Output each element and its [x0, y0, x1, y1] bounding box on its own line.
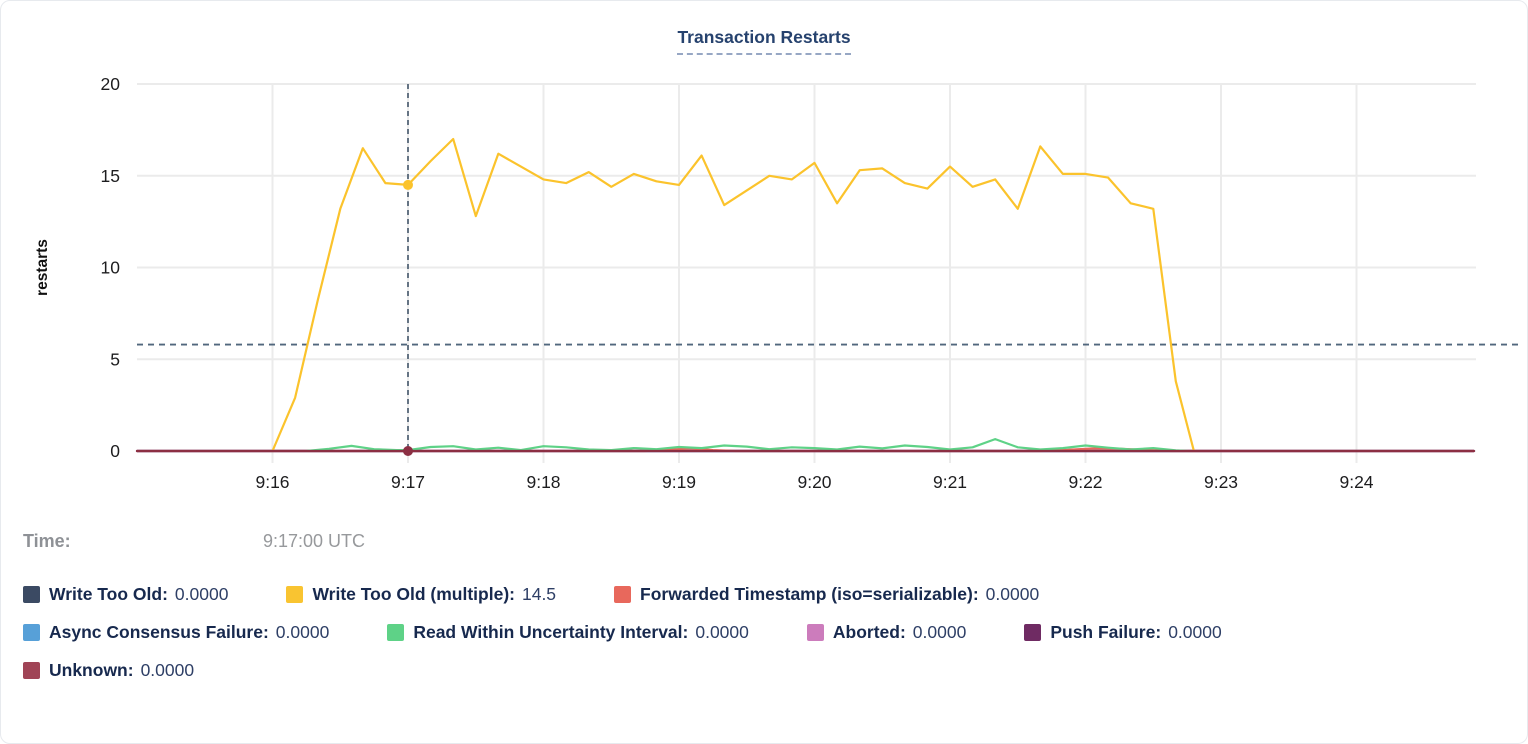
legend-value: 0.0000: [985, 584, 1040, 604]
series-line: [271, 137, 1196, 453]
y-axis-tick-label: 5: [110, 349, 120, 369]
x-axis-tick-label: 9:19: [662, 472, 696, 492]
legend-swatch: [387, 624, 405, 641]
time-row: Time: 9:17:00 UTC: [23, 531, 1511, 552]
legend-item: Async Consensus Failure: 0.0000: [23, 622, 329, 643]
x-axis-tick-label: 9:24: [1339, 472, 1373, 492]
legend-row: Unknown: 0.0000: [23, 660, 1511, 681]
legend-value: 0.0000: [1168, 622, 1222, 642]
legend-item: Write Too Old (multiple): 14.5: [286, 584, 556, 605]
legend-swatch: [806, 624, 824, 641]
y-axis-tick-label: 10: [101, 258, 121, 278]
x-axis-tick-label: 9:17: [391, 472, 425, 492]
legend-row: Async Consensus Failure: 0.0000 Read Withi…: [23, 622, 1511, 643]
x-axis-tick-label: 9:16: [255, 472, 289, 492]
legend-row: Write Too Old: 0.0000 Write Too Old (multi…: [23, 584, 1511, 605]
series-line: [305, 438, 1189, 453]
x-axis-tick-label: 9:20: [797, 472, 831, 492]
chart-legend: Write Too Old: 0.0000 Write Too Old (multi…: [23, 584, 1511, 681]
legend-item: Push Failure: 0.0000: [1024, 622, 1222, 643]
legend-label: Read Within Uncertainty Interval:: [413, 622, 689, 642]
time-label: Time:: [23, 531, 71, 551]
legend-value: 0.0000: [275, 622, 330, 642]
y-axis-tick-label: 15: [101, 166, 120, 186]
legend-label: Push Failure:: [1050, 622, 1162, 642]
x-axis-tick-label: 9:18: [526, 472, 560, 492]
legend-swatch: [614, 586, 632, 603]
legend-value: 14.5: [521, 584, 557, 604]
legend-swatch: [23, 586, 40, 603]
legend-swatch: [23, 624, 40, 641]
time-value: 9:17:00 UTC: [263, 531, 366, 551]
legend-value: 0.0000: [174, 584, 229, 604]
legend-label: Write Too Old (multiple):: [312, 584, 515, 604]
legend-item: Forwarded Timestamp (iso=serializable): 0…: [614, 584, 1039, 605]
legend-label: Write Too Old:: [49, 584, 168, 604]
y-axis-label: restarts: [34, 239, 51, 296]
legend-item: Unknown: 0.0000: [23, 660, 194, 681]
legend-item: Read Within Uncertainty Interval: 0.0000: [387, 622, 749, 643]
legend-value: 0.0000: [912, 622, 967, 642]
chart-title-wrap: Transaction Restarts: [1, 27, 1527, 55]
restarts-chart[interactable]: 0 5 10 15 20 9:16 9:17 9:18 9:19 9:20 9:21 9:22 9:23…: [1, 1, 1528, 521]
legend-value: 0.0000: [695, 622, 749, 642]
legend-label: Aborted:: [832, 622, 906, 642]
legend-swatch: [286, 586, 304, 603]
legend-label: Unknown:: [49, 660, 134, 680]
hover-point-dot: [403, 179, 413, 190]
legend-swatch: [23, 662, 40, 679]
x-axis-tick-label: 9:22: [1068, 472, 1102, 492]
hover-readout: Time: 9:17:00 UTC Write Too Old: 0.0000 Wri…: [23, 531, 1511, 698]
legend-item: Aborted: 0.0000: [806, 622, 967, 643]
x-axis-tick-label: 9:21: [933, 472, 967, 492]
legend-label: Async Consensus Failure:: [49, 622, 269, 642]
legend-item: Write Too Old: 0.0000: [23, 584, 228, 605]
y-axis-tick-label: 0: [110, 441, 120, 461]
legend-swatch: [1024, 624, 1042, 641]
hover-point-dot: [403, 446, 413, 456]
legend-label: Forwarded Timestamp (iso=serializable):: [640, 584, 979, 604]
legend-value: 0.0000: [140, 660, 195, 680]
y-axis-tick-label: 20: [101, 74, 121, 94]
chart-title[interactable]: Transaction Restarts: [677, 27, 851, 55]
x-axis-tick-label: 9:23: [1204, 472, 1238, 492]
